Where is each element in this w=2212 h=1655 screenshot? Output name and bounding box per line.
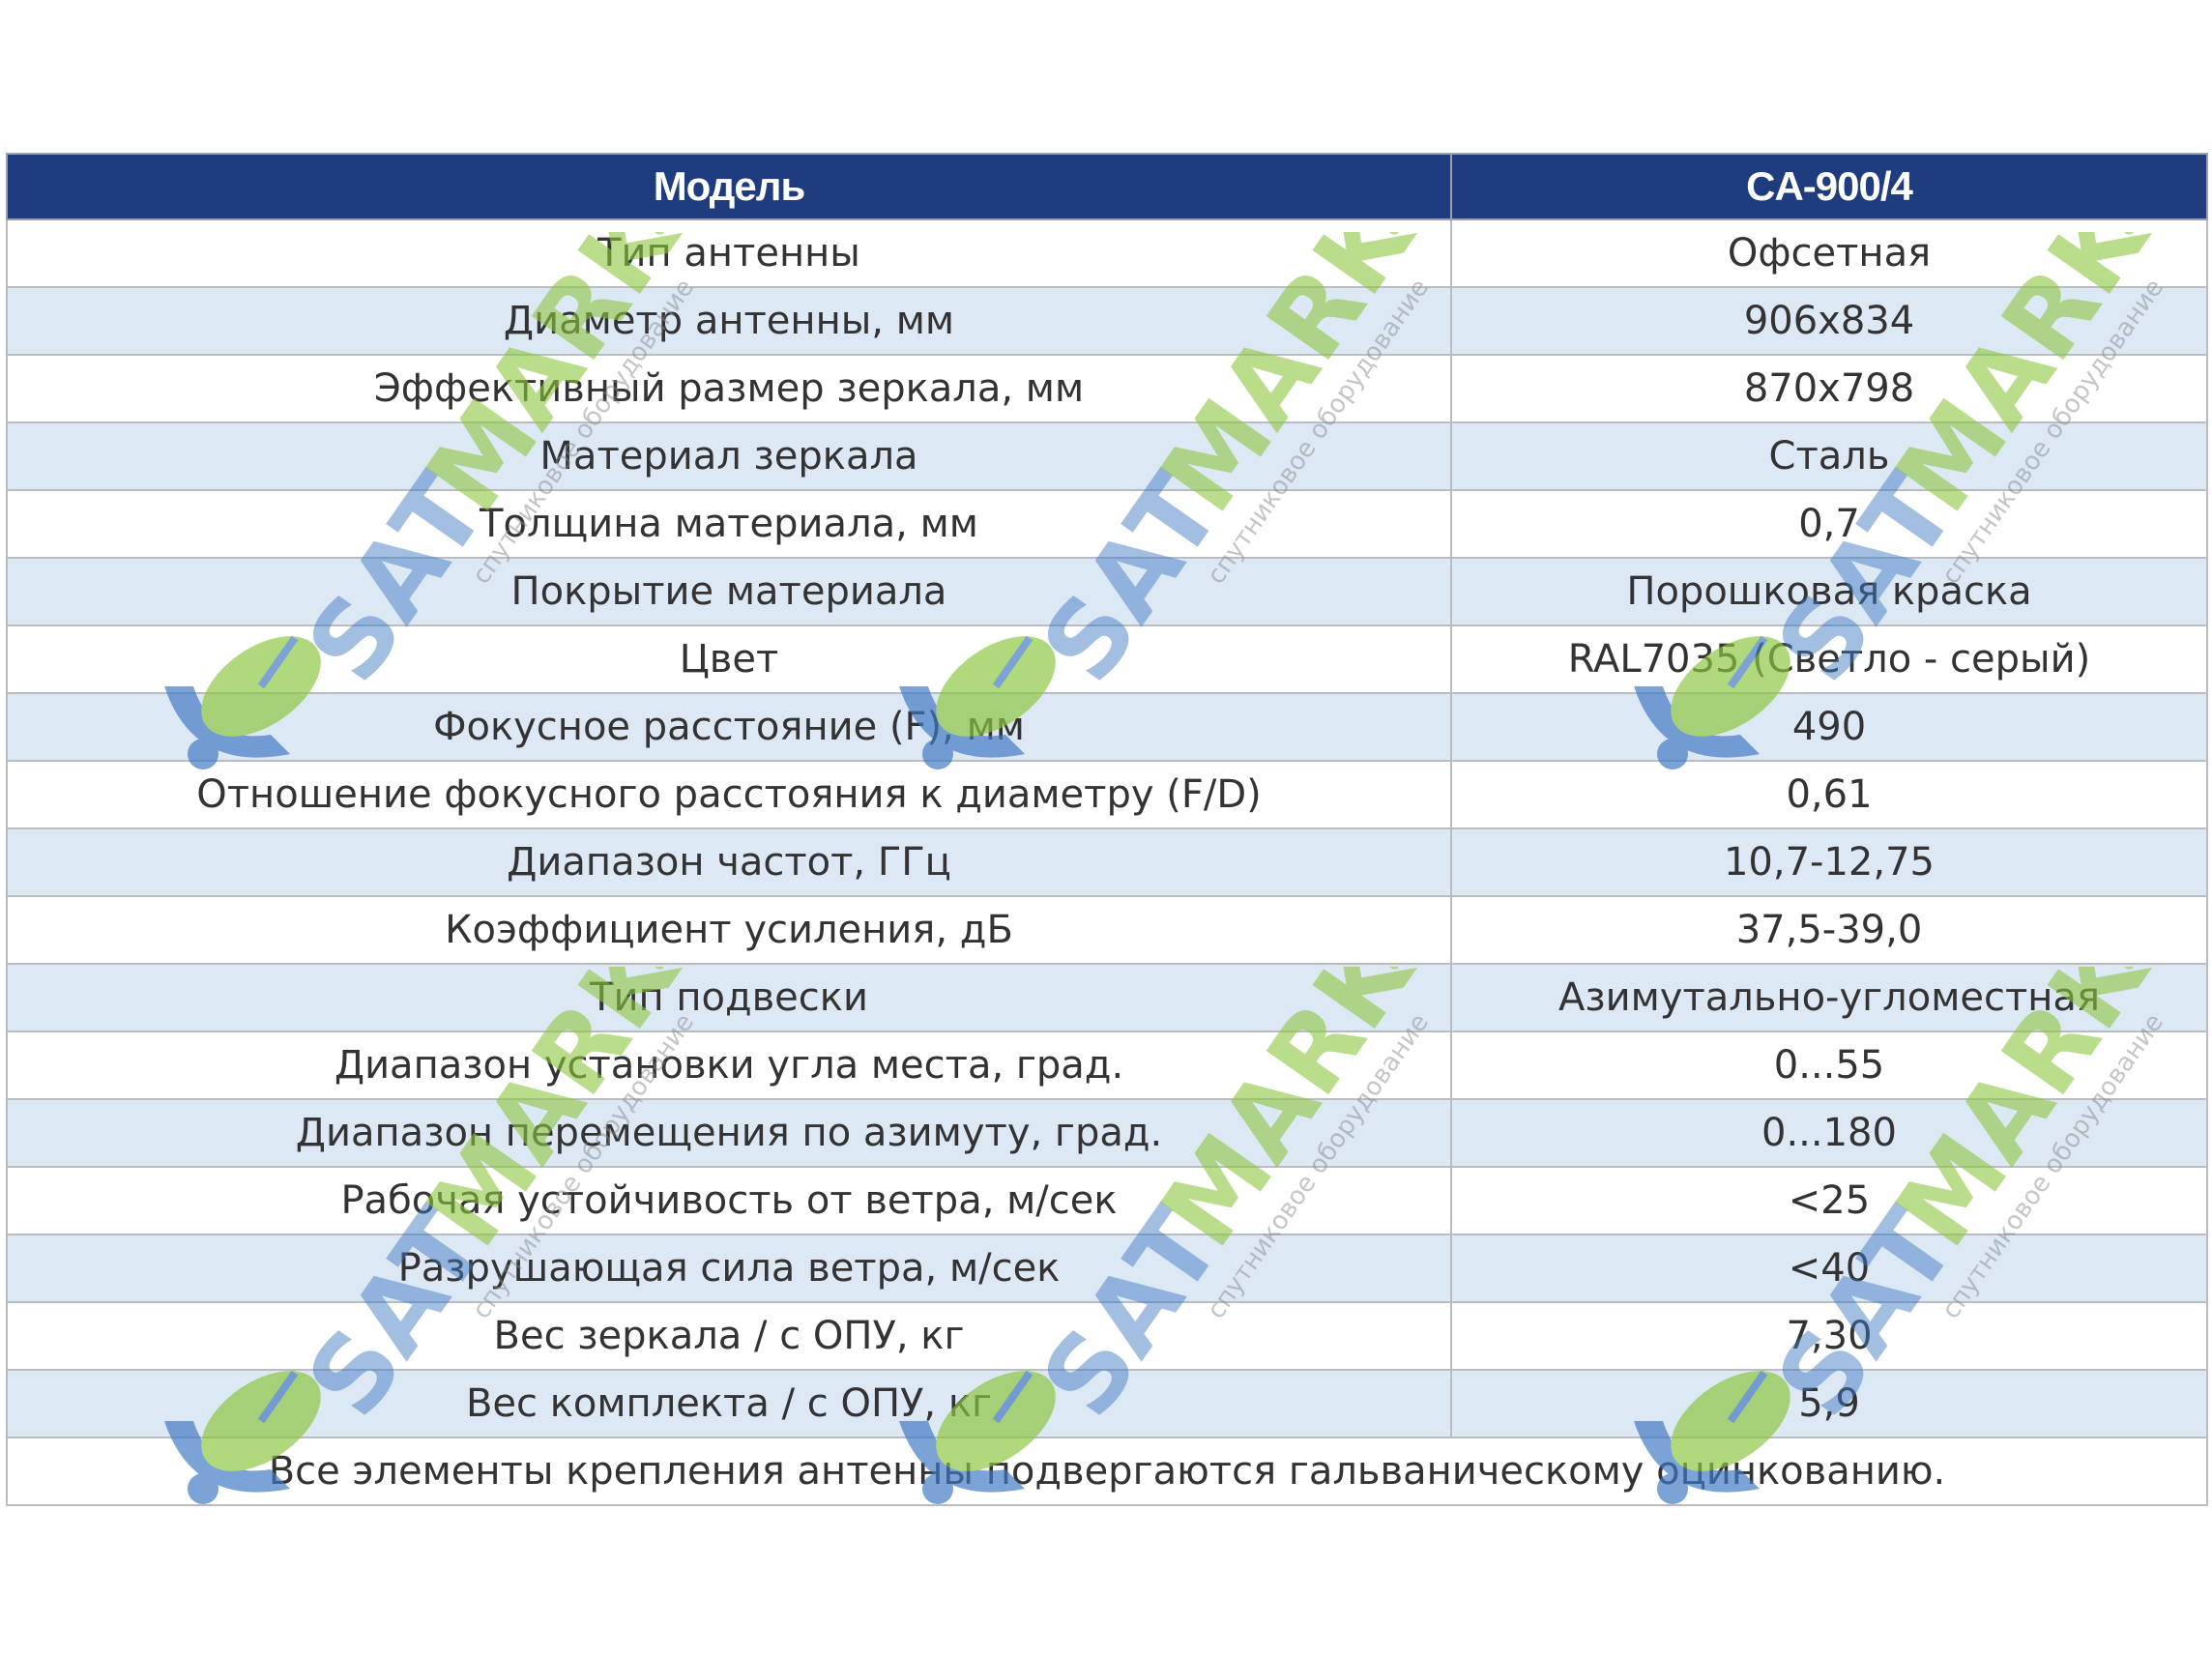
table-header-row: Модель CA-900/4 [6,153,2208,220]
note-row: Все элементы крепления антенны подвергаю… [6,1437,2208,1506]
param-cell: Фокусное расстояние (F), мм [6,692,1452,762]
table-row: Диапазон частот, ГГц 10,7-12,75 [6,828,2208,897]
param-cell: Диапазон установки угла места, град. [6,1031,1452,1100]
value-cell: Азимутально-угломестная [1450,963,2208,1032]
table-row: Тип подвески Азимутально-угломестная [6,963,2208,1032]
value-cell: <40 [1450,1234,2208,1303]
table-row: Эффективный размер зеркала, мм 870x798 [6,354,2208,423]
param-cell: Тип подвески [6,963,1452,1032]
note-cell: Все элементы крепления антенны подвергаю… [6,1437,2208,1506]
header-model: CA-900/4 [1450,153,2208,220]
table-row: Фокусное расстояние (F), мм 490 [6,692,2208,762]
value-cell: 7,30 [1450,1301,2208,1371]
value-cell: RAL7035 (Светло - серый) [1450,624,2208,694]
param-cell: Эффективный размер зеркала, мм [6,354,1452,423]
value-cell: 0,7 [1450,489,2208,559]
table-row: Диапазон перемещения по азимуту, град. 0.… [6,1098,2208,1168]
param-cell: Вес зеркала / с ОПУ, кг [6,1301,1452,1371]
value-cell: 37,5-39,0 [1450,895,2208,965]
param-cell: Цвет [6,624,1452,694]
param-cell: Толщина материала, мм [6,489,1452,559]
param-cell: Диаметр антенны, мм [6,286,1452,356]
param-cell: Материал зеркала [6,421,1452,491]
value-cell: 0...180 [1450,1098,2208,1168]
param-cell: Покрытие материала [6,557,1452,626]
table-row: Вес комплекта / с ОПУ, кг 5,9 [6,1369,2208,1438]
spec-body: Тип антенны Офсетная Диаметр антенны, мм 90… [6,218,2208,1506]
header-param: Модель [6,153,1452,220]
param-cell: Диапазон частот, ГГц [6,828,1452,897]
param-cell: Разрушающая сила ветра, м/сек [6,1234,1452,1303]
value-cell: 906x834 [1450,286,2208,356]
value-cell: <25 [1450,1166,2208,1235]
value-cell: 490 [1450,692,2208,762]
value-cell: Офсетная [1450,218,2208,288]
param-cell: Вес комплекта / с ОПУ, кг [6,1369,1452,1438]
value-cell: 10,7-12,75 [1450,828,2208,897]
spec-table: Модель CA-900/4 Тип антенны Офсетная Диаме… [6,153,2208,1506]
value-cell: 870x798 [1450,354,2208,423]
value-cell: 5,9 [1450,1369,2208,1438]
table-row: Коэффициент усиления, дБ 37,5-39,0 [6,895,2208,965]
table-row: Вес зеркала / с ОПУ, кг 7,30 [6,1301,2208,1371]
table-row: Тип антенны Офсетная [6,218,2208,288]
value-cell: 0...55 [1450,1031,2208,1100]
table-row: Диаметр антенны, мм 906x834 [6,286,2208,356]
value-cell: 0,61 [1450,760,2208,829]
table-row: Рабочая устойчивость от ветра, м/сек <25 [6,1166,2208,1235]
table-row: Диапазон установки угла места, град. 0...… [6,1031,2208,1100]
param-cell: Тип антенны [6,218,1452,288]
table-row: Отношение фокусного расстояния к диаметр… [6,760,2208,829]
param-cell: Диапазон перемещения по азимуту, град. [6,1098,1452,1168]
value-cell: Порошковая краска [1450,557,2208,626]
param-cell: Рабочая устойчивость от ветра, м/сек [6,1166,1452,1235]
table-row: Толщина материала, мм 0,7 [6,489,2208,559]
table-row: Покрытие материала Порошковая краска [6,557,2208,626]
value-cell: Сталь [1450,421,2208,491]
param-cell: Коэффициент усиления, дБ [6,895,1452,965]
table-row: Разрушающая сила ветра, м/сек <40 [6,1234,2208,1303]
table-row: Цвет RAL7035 (Светло - серый) [6,624,2208,694]
table-row: Материал зеркала Сталь [6,421,2208,491]
param-cell: Отношение фокусного расстояния к диаметр… [6,760,1452,829]
